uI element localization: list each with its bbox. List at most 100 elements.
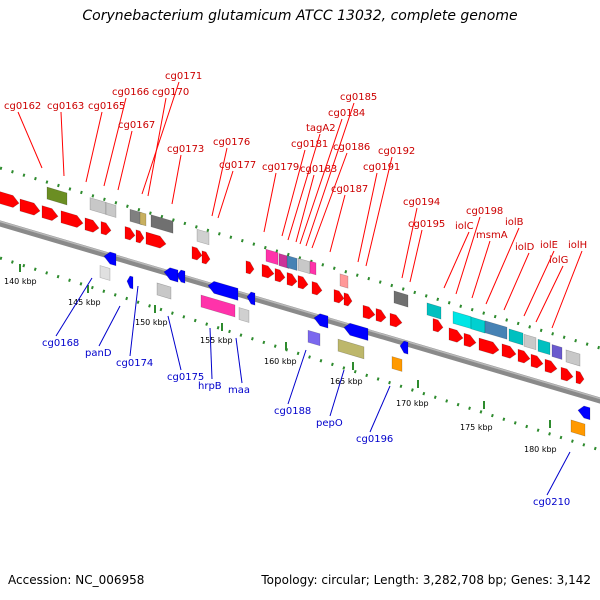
forward-gene-leader	[263, 172, 277, 233]
forward-gene-arrow	[389, 312, 403, 328]
forward-gene-leader	[401, 207, 418, 279]
gene-box	[297, 257, 311, 275]
forward-gene-leader	[523, 250, 555, 317]
gene-box	[484, 320, 508, 340]
forward-gene-arrow	[544, 358, 558, 374]
gene-box	[337, 338, 365, 360]
gene-box	[470, 316, 486, 334]
forward-gene-leader	[443, 231, 470, 289]
forward-gene-leader	[211, 147, 228, 217]
forward-gene-leader	[365, 156, 393, 267]
forward-gene-arrow	[135, 229, 145, 244]
reverse-gene-arrow	[246, 291, 256, 306]
forward-gene-arrow	[311, 281, 323, 296]
gene-box	[537, 338, 551, 356]
gene-box	[156, 282, 172, 300]
gene-box	[265, 248, 279, 266]
forward-gene-label: cg0185	[340, 92, 377, 103]
forward-gene-leader	[311, 152, 348, 249]
forward-gene-leader	[117, 130, 133, 191]
reverse-gene-label: cg0188	[274, 406, 311, 417]
forward-gene-arrow	[530, 353, 544, 369]
forward-gene-arrow	[100, 221, 112, 236]
forward-gene-leader	[455, 216, 481, 295]
axis-tick-label: 175 kbp	[460, 423, 493, 432]
gene-box	[551, 344, 563, 360]
forward-gene-leader	[217, 170, 234, 219]
forward-gene-label: tagA2	[306, 123, 336, 134]
forward-gene-arrow	[124, 226, 136, 241]
map-title: Corynebacterium glutamicum ATCC 13032, c…	[82, 8, 518, 24]
accession-text: Accession: NC_006958	[8, 573, 145, 587]
forward-gene-arrow	[145, 231, 167, 249]
forward-gene-arrow	[362, 304, 376, 320]
gene-box	[309, 260, 317, 276]
forward-gene-arrow	[60, 210, 84, 228]
forward-gene-arrow	[560, 366, 574, 382]
reverse-gene-leader	[167, 315, 182, 371]
reverse-gene-leader	[209, 327, 213, 380]
forward-gene-label: cg0163	[47, 101, 84, 112]
reverse-gene-leader	[546, 451, 571, 496]
axis-ticks: 140 kbp 145 kbp 150 kbp 155 kbp 160 kbp 165 k…	[4, 264, 557, 454]
forward-gene-label: cg0177	[219, 160, 256, 171]
forward-gene-label: iolG	[549, 255, 568, 266]
forward-gene-leader	[485, 227, 520, 305]
axis-tick-label: 165 kbp	[330, 377, 363, 386]
forward-gene-label: iolB	[505, 217, 524, 228]
gene-box	[129, 208, 143, 226]
forward-gene-label: cg0191	[363, 162, 400, 173]
forward-gene-label: cg0176	[213, 137, 250, 148]
forward-gene-arrow	[463, 332, 477, 348]
gene-box	[150, 214, 174, 234]
reverse-gene-label: panD	[85, 348, 112, 359]
reverse-gene-label: cg0168	[42, 338, 79, 349]
axis-tick-label: 155 kbp	[200, 336, 233, 345]
forward-gene-arrow	[297, 275, 309, 290]
forward-gene-label: iolC	[455, 221, 474, 232]
reverse-gene-label: pepO	[316, 418, 343, 429]
reverse-gene-arrow	[343, 322, 369, 341]
forward-gene-leader	[503, 252, 530, 311]
forward-gene-arrow	[201, 250, 211, 265]
reverse-gene-label: cg0210	[533, 497, 570, 508]
reverse-gene-arrow	[163, 267, 179, 283]
reverse-gene-label: maa	[228, 385, 250, 396]
reverse-gene-arrow	[207, 281, 239, 301]
forward-gene-label: cg0170	[152, 87, 189, 98]
gene-box	[391, 356, 403, 372]
outer-dot-track	[0, 166, 600, 350]
forward-gene-arrow	[0, 191, 20, 208]
forward-gene-label: cg0195	[408, 219, 445, 230]
reverse-gene-arrow	[577, 405, 591, 421]
forward-gene-arrow	[274, 268, 286, 283]
forward-gene-arrow	[343, 292, 353, 307]
forward-gene-leader	[295, 174, 315, 243]
reverse-gene-arrow	[126, 275, 134, 290]
forward-gene-arrow	[286, 272, 298, 287]
gene-box	[426, 302, 442, 320]
reverse-gene-label: cg0175	[167, 372, 204, 383]
forward-gene-label: cg0173	[167, 144, 204, 155]
forward-gene-labels: cg0162 cg0163 cg0165 cg0166 cg0167 cg0171 cg01…	[4, 71, 587, 329]
gene-box	[278, 253, 290, 269]
gene-box	[46, 186, 68, 206]
axis-tick-label: 170 kbp	[396, 399, 429, 408]
axis-tick-label: 150 kbp	[135, 318, 168, 327]
axis-tick-label: 145 kbp	[68, 298, 101, 307]
forward-gene-arrow	[375, 308, 387, 323]
forward-gene-leader	[281, 149, 306, 237]
forward-gene-arrow	[478, 337, 500, 355]
forward-gene-leader	[551, 250, 583, 329]
forward-gene-leader	[85, 111, 103, 183]
gene-box	[307, 329, 321, 347]
reverse-gene-leader	[369, 385, 391, 433]
forward-gene-label: iolE	[540, 240, 558, 251]
reverse-gene-label: cg0174	[116, 358, 153, 369]
forward-gene-leader	[17, 111, 43, 169]
reverse-gene-leader	[235, 337, 243, 384]
forward-gene-arrow	[261, 263, 275, 279]
forward-gene-label: cg0194	[403, 197, 440, 208]
forward-gene-leader	[409, 229, 423, 283]
